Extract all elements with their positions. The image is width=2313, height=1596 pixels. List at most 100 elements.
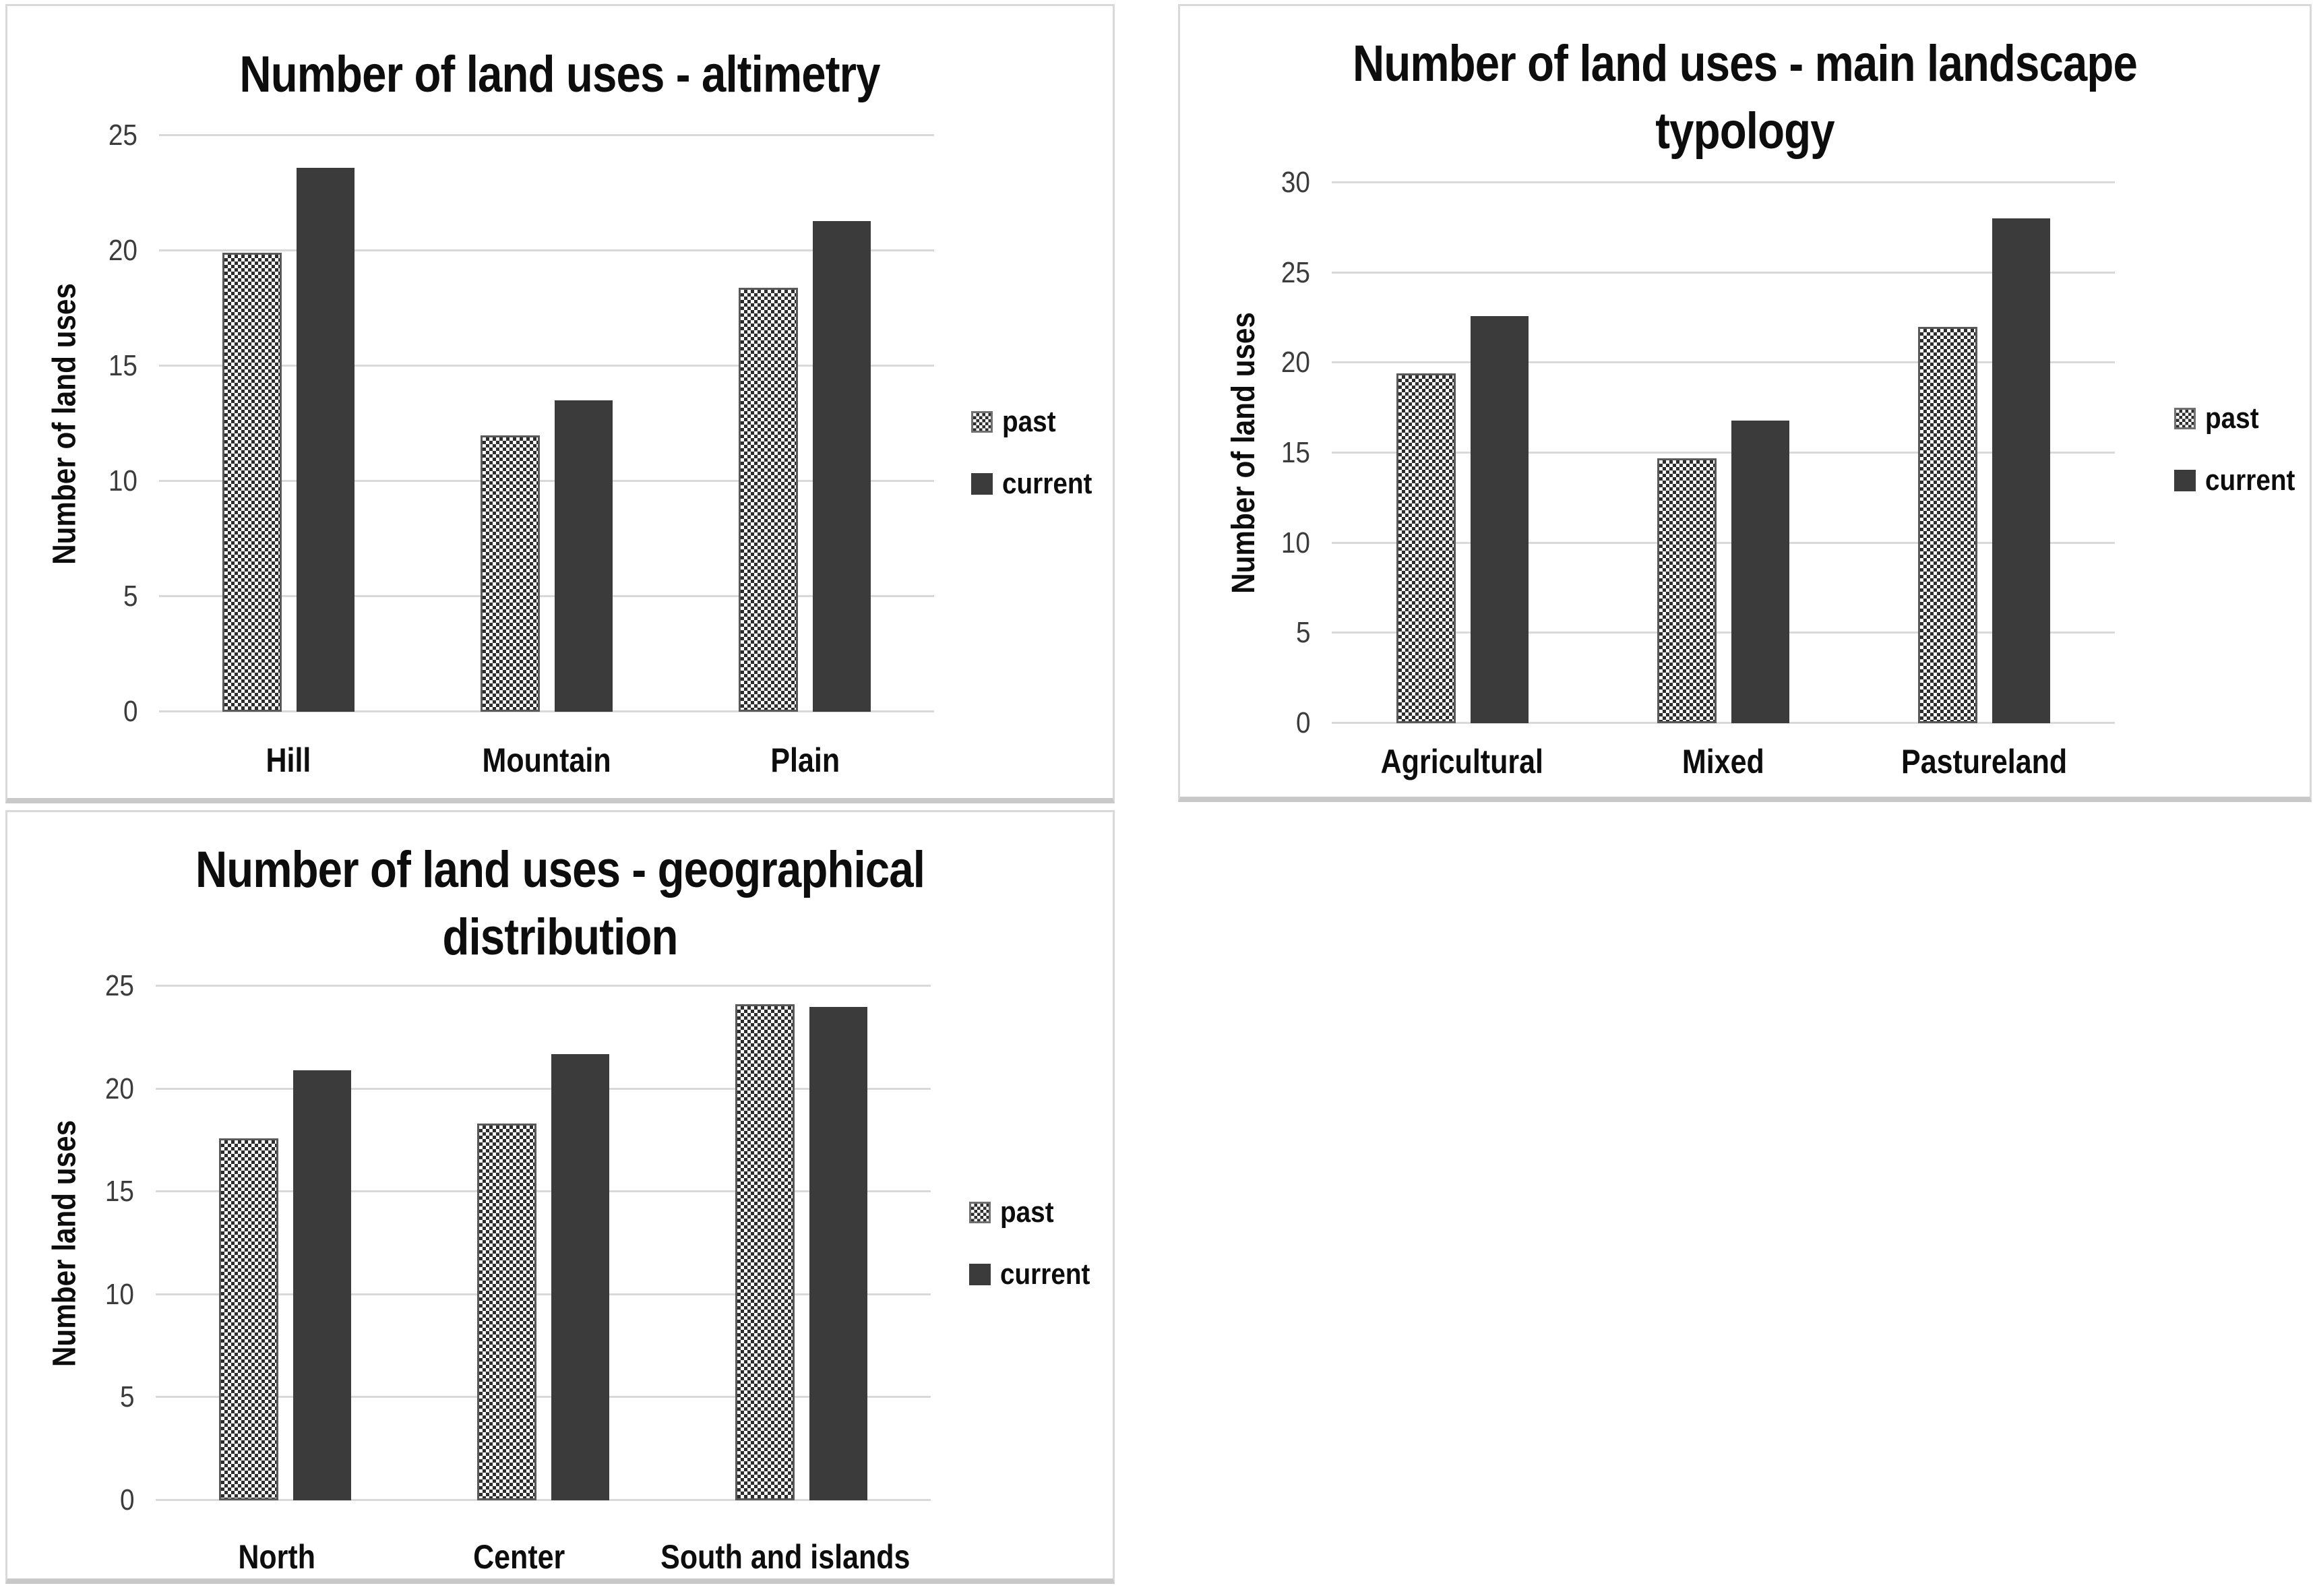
legend: past current (969, 1195, 1103, 1292)
category-label-text: Mixed (1682, 743, 1764, 780)
gridline-y20 (1332, 361, 2115, 364)
y-tick-10: 10 (7, 1276, 134, 1314)
legend-swatch-past-icon (969, 1202, 991, 1223)
y-tick-label: 15 (1281, 436, 1310, 469)
chart-panel-landscape-typology: Number of land uses - main landscape typ… (1178, 4, 2312, 802)
y-tick-label: 15 (108, 349, 137, 382)
y-tick-label: 20 (108, 234, 137, 267)
gridline-y20 (159, 249, 934, 251)
gridline-y0 (156, 1499, 931, 1501)
legend-swatch-past-icon (971, 411, 993, 433)
gridline-y5 (1332, 632, 2115, 634)
chart-title-text: Number of land uses - main landscape typ… (1353, 35, 2138, 160)
category-label-text: North (238, 1538, 316, 1576)
bar-current-south-and-islands (809, 1006, 868, 1500)
y-tick-25: 25 (7, 967, 134, 1005)
y-tick-label: 25 (1281, 255, 1310, 289)
bar-past-north (218, 1138, 278, 1500)
bar-past-center (476, 1124, 536, 1500)
bar-current-hill (296, 167, 354, 712)
legend-swatch-current-icon (969, 1264, 991, 1285)
plot-area (156, 985, 931, 1501)
gridline-y20 (156, 1087, 931, 1090)
legend: past current (2174, 401, 2308, 498)
bar-past-south-and-islands (735, 1004, 795, 1500)
category-label-text: Mountain (482, 741, 611, 779)
legend-item-current: current (971, 466, 1105, 501)
gridline-y15 (156, 1190, 931, 1193)
bar-group-pastureland (1854, 183, 2115, 723)
bar-group-south-and-islands (673, 986, 931, 1500)
bar-current-north (292, 1070, 351, 1500)
y-tick-label: 10 (108, 464, 137, 497)
y-tick-label: 25 (104, 969, 134, 1002)
legend-swatch-past-icon (2174, 408, 2196, 429)
y-tick-30: 30 (1180, 164, 1310, 202)
y-tick-label: 0 (1295, 706, 1310, 739)
legend-item-past: past (969, 1195, 1103, 1230)
bars-container (156, 986, 931, 1500)
y-tick-5: 5 (7, 578, 137, 615)
category-label-text: South and islands (660, 1538, 911, 1576)
y-tick-label: 25 (108, 119, 137, 152)
y-tick-15: 15 (1180, 434, 1310, 472)
bar-group-north (156, 986, 414, 1500)
category-label-agricultural: Agricultural (1332, 742, 1593, 781)
y-tick-20: 20 (7, 1070, 134, 1108)
category-label-mixed: Mixed (1593, 742, 1853, 781)
y-tick-25: 25 (1180, 254, 1310, 292)
y-tick-label: 0 (119, 1483, 134, 1516)
legend-label: past (2205, 402, 2259, 435)
bar-past-mountain (480, 435, 540, 712)
y-tick-label: 20 (1281, 346, 1310, 379)
bars-container (1332, 183, 2115, 723)
chart-title: Number of land uses - altimetry (7, 41, 1113, 109)
y-tick-0: 0 (7, 1481, 134, 1519)
gridline-y10 (1332, 541, 2115, 544)
chart-title-text: Number of land uses - geographical distr… (195, 841, 925, 966)
plot-area (159, 134, 934, 712)
y-tick-0: 0 (7, 693, 137, 731)
chart-title-text: Number of land uses - altimetry (239, 46, 881, 103)
gridline-y10 (156, 1293, 931, 1295)
legend-label: current (2205, 464, 2295, 497)
legend: past current (971, 404, 1105, 501)
y-tick-label: 0 (123, 695, 137, 728)
legend-label: past (1000, 1196, 1054, 1229)
gridline-y25 (156, 985, 931, 987)
legend-label: current (1002, 467, 1092, 500)
y-tick-5: 5 (1180, 614, 1310, 652)
legend-swatch-current-icon (971, 473, 993, 495)
y-tick-20: 20 (1180, 344, 1310, 381)
bar-past-hill (222, 253, 282, 712)
legend-item-past: past (971, 404, 1105, 439)
y-tick-label: 20 (104, 1072, 134, 1105)
y-tick-label: 10 (1281, 526, 1310, 559)
gridline-y5 (156, 1396, 931, 1399)
y-tick-label: 5 (119, 1380, 134, 1414)
category-label-pastureland: Pastureland (1854, 742, 2115, 781)
gridline-y0 (1332, 722, 2115, 724)
category-label-south-and-islands: South and islands (640, 1537, 931, 1576)
gridline-y15 (159, 365, 934, 367)
bar-group-plain (676, 135, 934, 712)
legend-item-current: current (969, 1257, 1103, 1292)
plot-area (1332, 181, 2115, 724)
bar-current-center (551, 1053, 609, 1500)
bar-group-hill (159, 135, 417, 712)
y-tick-25: 25 (7, 117, 137, 154)
bars-container (159, 135, 934, 712)
category-axis: Agricultural Mixed Pastureland (1332, 742, 2115, 781)
y-tick-0: 0 (1180, 704, 1310, 742)
y-tick-label: 5 (1295, 616, 1310, 650)
y-tick-20: 20 (7, 232, 137, 270)
y-tick-10: 10 (7, 462, 137, 500)
gridline-y25 (159, 134, 934, 136)
gridline-y15 (1332, 452, 2115, 454)
bar-current-pastureland (1992, 218, 2051, 723)
bar-current-mountain (554, 400, 613, 712)
category-axis: Hill Mountain Plain (159, 741, 934, 780)
y-tick-label: 10 (104, 1277, 134, 1311)
bar-past-pastureland (1918, 326, 1978, 723)
bar-past-agricultural (1396, 373, 1456, 723)
